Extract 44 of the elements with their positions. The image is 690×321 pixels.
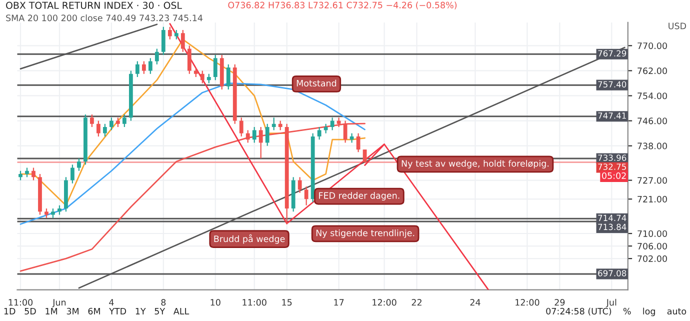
ref-line-label: 767.29 xyxy=(598,50,626,57)
x-tick-label: 11:00 xyxy=(8,299,33,306)
x-tick-label: Jul xyxy=(606,298,616,308)
text: SMA 20 100 200 close 740.49 743.23 745.14 xyxy=(6,14,203,22)
x-tick-label: 29 xyxy=(554,299,565,306)
y-tick-label: 762.00 xyxy=(638,68,667,74)
x-tick-label: 24 xyxy=(470,299,480,306)
annotation: FED redder dagen. xyxy=(319,192,400,201)
y-tick-label: 754.00 xyxy=(638,92,667,100)
annotation: Ny stigende trendlinje. xyxy=(316,229,414,238)
y-tick-label: 746.00 xyxy=(638,118,667,124)
x-tick-label: 10 xyxy=(210,299,220,306)
ref-line-label: 747.41 xyxy=(598,112,626,119)
y-tick-label: 738.00 xyxy=(638,142,667,150)
annotation: Brudd på wedge xyxy=(214,234,285,244)
y-tick-label: 727.00 xyxy=(638,177,667,184)
y-tick-label: 706.00 xyxy=(638,242,667,250)
y-tick-label: 770.00 xyxy=(638,42,667,50)
ref-line-label: 697.08 xyxy=(598,270,626,276)
y-tick-label: 721.00 xyxy=(638,196,667,203)
x-tick-label: 12:00 xyxy=(516,299,540,306)
text: 1D 5D 1M 3M 6M YTD 1Y 5Y ALL xyxy=(4,308,190,314)
ref-line-label: 757.40 xyxy=(598,81,626,88)
x-tick-label: 11:00 xyxy=(242,299,266,306)
x-tick-label: 4 xyxy=(109,299,114,306)
y-tick-label: 710.00 xyxy=(638,230,667,237)
ref-line-label: 714.74 xyxy=(598,214,626,221)
y-tick-label: 702.00 xyxy=(638,255,667,262)
annotation: Ny test av wedge, holdt foreløpig. xyxy=(402,160,549,168)
ref-line-label: 732.75 xyxy=(598,164,626,170)
annotation: 05:02 xyxy=(602,172,626,180)
annotation: Motstand xyxy=(296,80,336,87)
text: 07:24:58 (UTC) % log auto xyxy=(546,308,686,316)
x-tick-label: Jun xyxy=(52,299,66,308)
x-tick-label: 12:00 xyxy=(372,299,396,306)
text: USD xyxy=(668,22,686,30)
ref-line-label: 733.96 xyxy=(598,154,626,161)
x-tick-label: 15 xyxy=(282,299,292,306)
x-tick-label: 22 xyxy=(412,299,422,306)
ref-line-label: 713.84 xyxy=(598,224,626,230)
x-tick-label: 8 xyxy=(161,299,166,306)
chart-subtitle: O736.82 H736.83 L732.61 C732.75 −4.26 (−0.58%) xyxy=(228,2,457,10)
x-tick-label: 17 xyxy=(334,299,344,306)
chart-title: OBX TOTAL RETURN INDEX · 30 · OSL xyxy=(6,2,182,9)
